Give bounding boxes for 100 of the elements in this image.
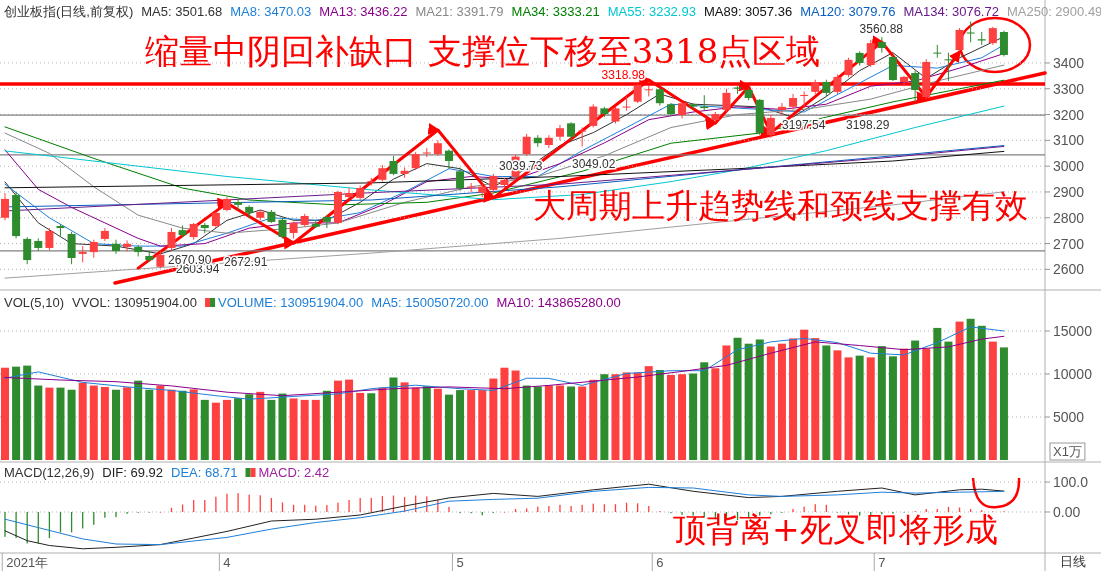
bar	[345, 379, 354, 460]
bar	[245, 394, 254, 460]
bar	[433, 388, 442, 460]
x-tick-label: 5	[456, 555, 464, 570]
candlestick	[489, 173, 498, 194]
bar	[56, 387, 65, 460]
bar	[711, 368, 720, 460]
candlestick	[123, 239, 132, 252]
bar	[200, 399, 209, 460]
text: MA120: 3079.76	[800, 4, 896, 19]
candlestick	[955, 27, 964, 52]
text: MA10: 143865280.00	[496, 295, 621, 310]
bar	[544, 385, 553, 460]
candlestick	[766, 114, 775, 139]
chart-title: VOL(5,10)	[4, 295, 64, 310]
bar	[755, 339, 764, 460]
candlestick	[167, 227, 176, 252]
candlestick	[966, 20, 975, 43]
bar	[45, 387, 54, 460]
y-tick-label: 3100	[1053, 132, 1085, 149]
bar	[478, 390, 487, 460]
bar	[167, 389, 176, 460]
bar	[722, 345, 731, 460]
candlestick	[900, 75, 909, 87]
bar	[123, 387, 132, 460]
bar	[411, 387, 420, 460]
bar	[567, 386, 576, 460]
bar	[877, 346, 886, 460]
x-tick-label: 6	[656, 555, 664, 570]
candlestick	[844, 57, 853, 78]
bar	[311, 399, 320, 460]
bar	[389, 377, 398, 460]
candlestick	[578, 126, 587, 148]
candlestick	[589, 103, 598, 128]
y-tick-label: 2700	[1053, 235, 1085, 252]
candlestick	[833, 74, 842, 95]
text: MA134: 3076.72	[903, 4, 999, 19]
y-tick-label: 5000	[1053, 409, 1085, 426]
annotation: 大周期上升趋势线和颈线支撑有效	[533, 186, 1028, 225]
annotation: 2672.91	[224, 255, 268, 269]
bar	[589, 379, 598, 460]
text: MA13: 3436.22	[319, 4, 408, 19]
bar	[988, 341, 997, 460]
bar	[866, 357, 875, 460]
legend-label: VOLUME: 130951904.00	[218, 295, 364, 310]
annotation: VVOL: 130951904.00	[71, 295, 198, 310]
candlestick	[911, 70, 920, 103]
bar	[555, 385, 564, 460]
bar	[533, 386, 542, 460]
bar	[811, 338, 820, 460]
candlestick	[411, 151, 420, 171]
candlestick	[444, 148, 453, 170]
bar	[400, 382, 409, 460]
y-tick-label: 100.0	[1053, 474, 1089, 491]
bar	[633, 372, 642, 460]
bar	[111, 389, 120, 460]
candlestick	[45, 227, 54, 251]
y-tick-label: 3300	[1053, 80, 1085, 97]
legend-label: MACD: 2.42	[258, 465, 330, 480]
bar	[800, 329, 809, 460]
bar	[777, 343, 786, 460]
x-tick-label: 2021年	[6, 555, 49, 570]
bar	[522, 385, 531, 460]
bar	[444, 394, 453, 460]
candlestick	[800, 90, 809, 109]
bar	[855, 355, 864, 460]
bar	[655, 370, 664, 460]
bar	[644, 366, 653, 460]
annotation: 缩量中阴回补缺口 支撑位下移至3318点区域	[145, 31, 821, 71]
candlestick	[111, 239, 120, 255]
candlestick	[567, 121, 576, 141]
bar	[922, 348, 931, 460]
bar	[467, 390, 476, 460]
bar	[678, 374, 687, 460]
y-tick-label: 10000	[1053, 366, 1093, 383]
bar	[222, 399, 231, 460]
candlestick	[888, 54, 897, 82]
bar	[23, 365, 32, 460]
candlestick	[278, 217, 287, 239]
candlestick	[389, 155, 398, 176]
bar	[766, 346, 775, 460]
y-tick-label: 2900	[1053, 183, 1085, 200]
bar	[666, 374, 675, 460]
candlestick	[999, 30, 1008, 57]
text: 日线	[1060, 554, 1086, 569]
bar	[189, 389, 198, 460]
y-tick-label: 3200	[1053, 106, 1085, 123]
bar	[900, 348, 909, 460]
bar	[789, 338, 798, 460]
bar	[256, 391, 265, 460]
candlestick	[944, 52, 953, 82]
text: DEA: 68.71	[171, 465, 238, 480]
candlestick	[633, 83, 642, 104]
bar	[156, 385, 165, 460]
candlestick	[622, 95, 631, 112]
bar	[234, 398, 243, 460]
y-tick-label: 3400	[1053, 54, 1085, 71]
bar	[600, 374, 609, 460]
bar	[955, 321, 964, 460]
bar	[888, 356, 897, 460]
